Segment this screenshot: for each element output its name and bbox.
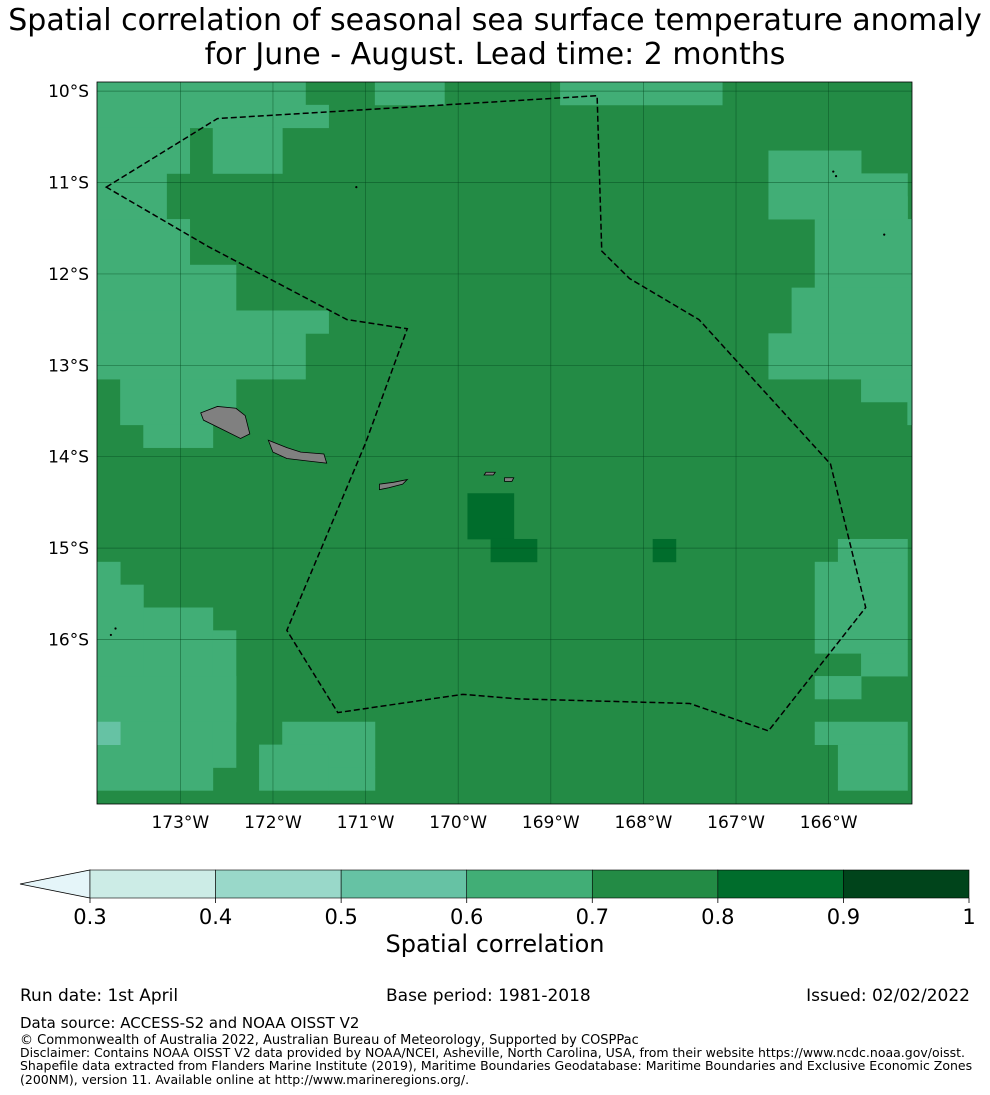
- colorbar-swatch: [591, 869, 719, 899]
- correlation-cell-block: [97, 82, 306, 106]
- data-source: Data source: ACCESS-S2 and NOAA OISST V2: [20, 1014, 360, 1032]
- correlation-cell-block: [143, 424, 214, 448]
- eez-boundary-line: [104, 94, 867, 732]
- y-axis: 10°S 11°S 12°S 13°S 14°S 15°S 16°S: [48, 82, 89, 650]
- colorbar-swatch: [843, 869, 970, 899]
- disclaimer-line-2: Shapefile data extracted from Flanders M…: [20, 1058, 973, 1073]
- correlation-cell-block: [814, 561, 908, 654]
- y-tick-label: 12°S: [48, 265, 89, 285]
- page-title: Spatial correlation of seasonal sea surf…: [0, 4, 990, 72]
- correlation-cell-block: [97, 333, 306, 380]
- colorbar-tick-label: 1: [962, 905, 975, 929]
- x-tick-label: 168°W: [615, 813, 673, 833]
- correlation-cell-block: [97, 561, 121, 677]
- x-tick-label: 169°W: [522, 813, 580, 833]
- correlation-cell-block: [120, 584, 144, 677]
- colorbar-tick-label: 0.3: [73, 905, 106, 929]
- eez-boundary: [104, 94, 867, 732]
- correlation-cell-block: [97, 676, 237, 723]
- x-tick-label: 172°W: [244, 813, 302, 833]
- colorbar-tick-label: 0.8: [701, 905, 734, 929]
- islet: [832, 170, 835, 173]
- colorbar-tick-label: 0.9: [827, 905, 860, 929]
- island-upolu: [200, 406, 251, 439]
- correlation-cell-block: [814, 721, 908, 745]
- islet: [883, 233, 886, 236]
- run-date: Run date: 1st April: [20, 986, 179, 1006]
- colorbar-tick-label: 0.5: [324, 905, 357, 929]
- correlation-cell-block: [907, 401, 913, 426]
- x-tick-label: 170°W: [429, 813, 487, 833]
- correlation-cell-block: [837, 744, 908, 791]
- correlation-cell-block: [97, 104, 329, 129]
- island-savaii: [267, 439, 328, 464]
- base-period: Base period: 1981-2018: [386, 986, 591, 1006]
- correlation-cell-block: [490, 538, 538, 563]
- islet: [355, 186, 358, 189]
- colorbar-swatch: [717, 869, 844, 899]
- title-line-1: Spatial correlation of seasonal sea surf…: [8, 3, 982, 38]
- disclaimer-line-1: Disclaimer: Contains NOAA OISST V2 data …: [20, 1045, 965, 1060]
- y-tick-label: 14°S: [48, 448, 89, 468]
- correlation-cell-block: [97, 219, 191, 266]
- y-tick-label: 13°S: [48, 356, 89, 376]
- islands: [109, 170, 886, 637]
- correlation-cell-block: [143, 607, 214, 677]
- correlation-cell-block: [814, 676, 862, 700]
- correlation-cell-block: [328, 767, 376, 791]
- y-tick-label: 11°S: [48, 174, 89, 194]
- correlation-cell-block: [652, 538, 677, 563]
- correlation-cell-block: [814, 219, 913, 289]
- correlation-grid: [97, 82, 913, 804]
- correlation-cell-block: [837, 173, 908, 220]
- x-tick-label: 167°W: [707, 813, 765, 833]
- colorbar-swatch: [215, 869, 342, 899]
- correlation-cell-block: [791, 287, 913, 334]
- correlation-cell-block: [97, 264, 237, 311]
- issued-date: Issued: 02/02/2022: [806, 986, 970, 1006]
- correlation-cell-block: [467, 493, 515, 540]
- colorbar-tick-label: 0.7: [576, 905, 609, 929]
- island-tau: [504, 477, 515, 482]
- x-axis: 173°W 172°W 171°W 170°W 169°W 168°W 167°W 166°W: [151, 813, 857, 833]
- correlation-cell-block: [97, 127, 191, 174]
- map-frame: [96, 81, 913, 805]
- correlation-cell-block: [97, 310, 329, 334]
- colorbar-swatch: [466, 869, 593, 899]
- correlation-cell-block: [768, 333, 913, 380]
- correlation-cell-block: [861, 379, 913, 403]
- x-tick-label: 173°W: [151, 813, 209, 833]
- correlation-cell-block: [837, 538, 908, 563]
- y-tick-label: 15°S: [48, 539, 89, 559]
- colorbar-tick-label: 0.4: [199, 905, 232, 929]
- island-tutuila: [379, 478, 409, 491]
- islet: [114, 627, 117, 630]
- colorbar-extend-min: [19, 869, 91, 899]
- colorbar-swatch: [340, 869, 468, 899]
- island-ofu: [483, 471, 496, 476]
- correlation-cell-block: [560, 82, 723, 106]
- colorbar: 0.3 0.4 0.5 0.6 0.7 0.8 0.9 1: [19, 869, 976, 929]
- islet: [834, 175, 838, 178]
- y-tick-label: 16°S: [48, 630, 89, 650]
- correlation-cell-block: [97, 721, 121, 745]
- y-tick-label: 10°S: [48, 82, 89, 102]
- correlation-cell-block: [259, 744, 329, 791]
- colorbar-swatch: [89, 869, 216, 899]
- colorbar-tick-label: 0.6: [450, 905, 483, 929]
- colorbar-label: Spatial correlation: [385, 930, 605, 958]
- x-tick-label: 171°W: [337, 813, 395, 833]
- x-tick-label: 166°W: [800, 813, 858, 833]
- islet: [109, 633, 112, 637]
- correlation-cell-block: [212, 127, 283, 174]
- correlation-cell-block: [374, 82, 445, 106]
- disclaimer-line-3: (200NM), version 11. Available online at…: [20, 1072, 470, 1087]
- copyright: © Commonwealth of Australia 2022, Austra…: [20, 1033, 639, 1048]
- correlation-cell-block: [861, 653, 908, 677]
- correlation-cell-block: [97, 173, 167, 220]
- correlation-cell-block: [212, 721, 237, 768]
- title-line-2: for June - August. Lead time: 2 months: [204, 37, 786, 72]
